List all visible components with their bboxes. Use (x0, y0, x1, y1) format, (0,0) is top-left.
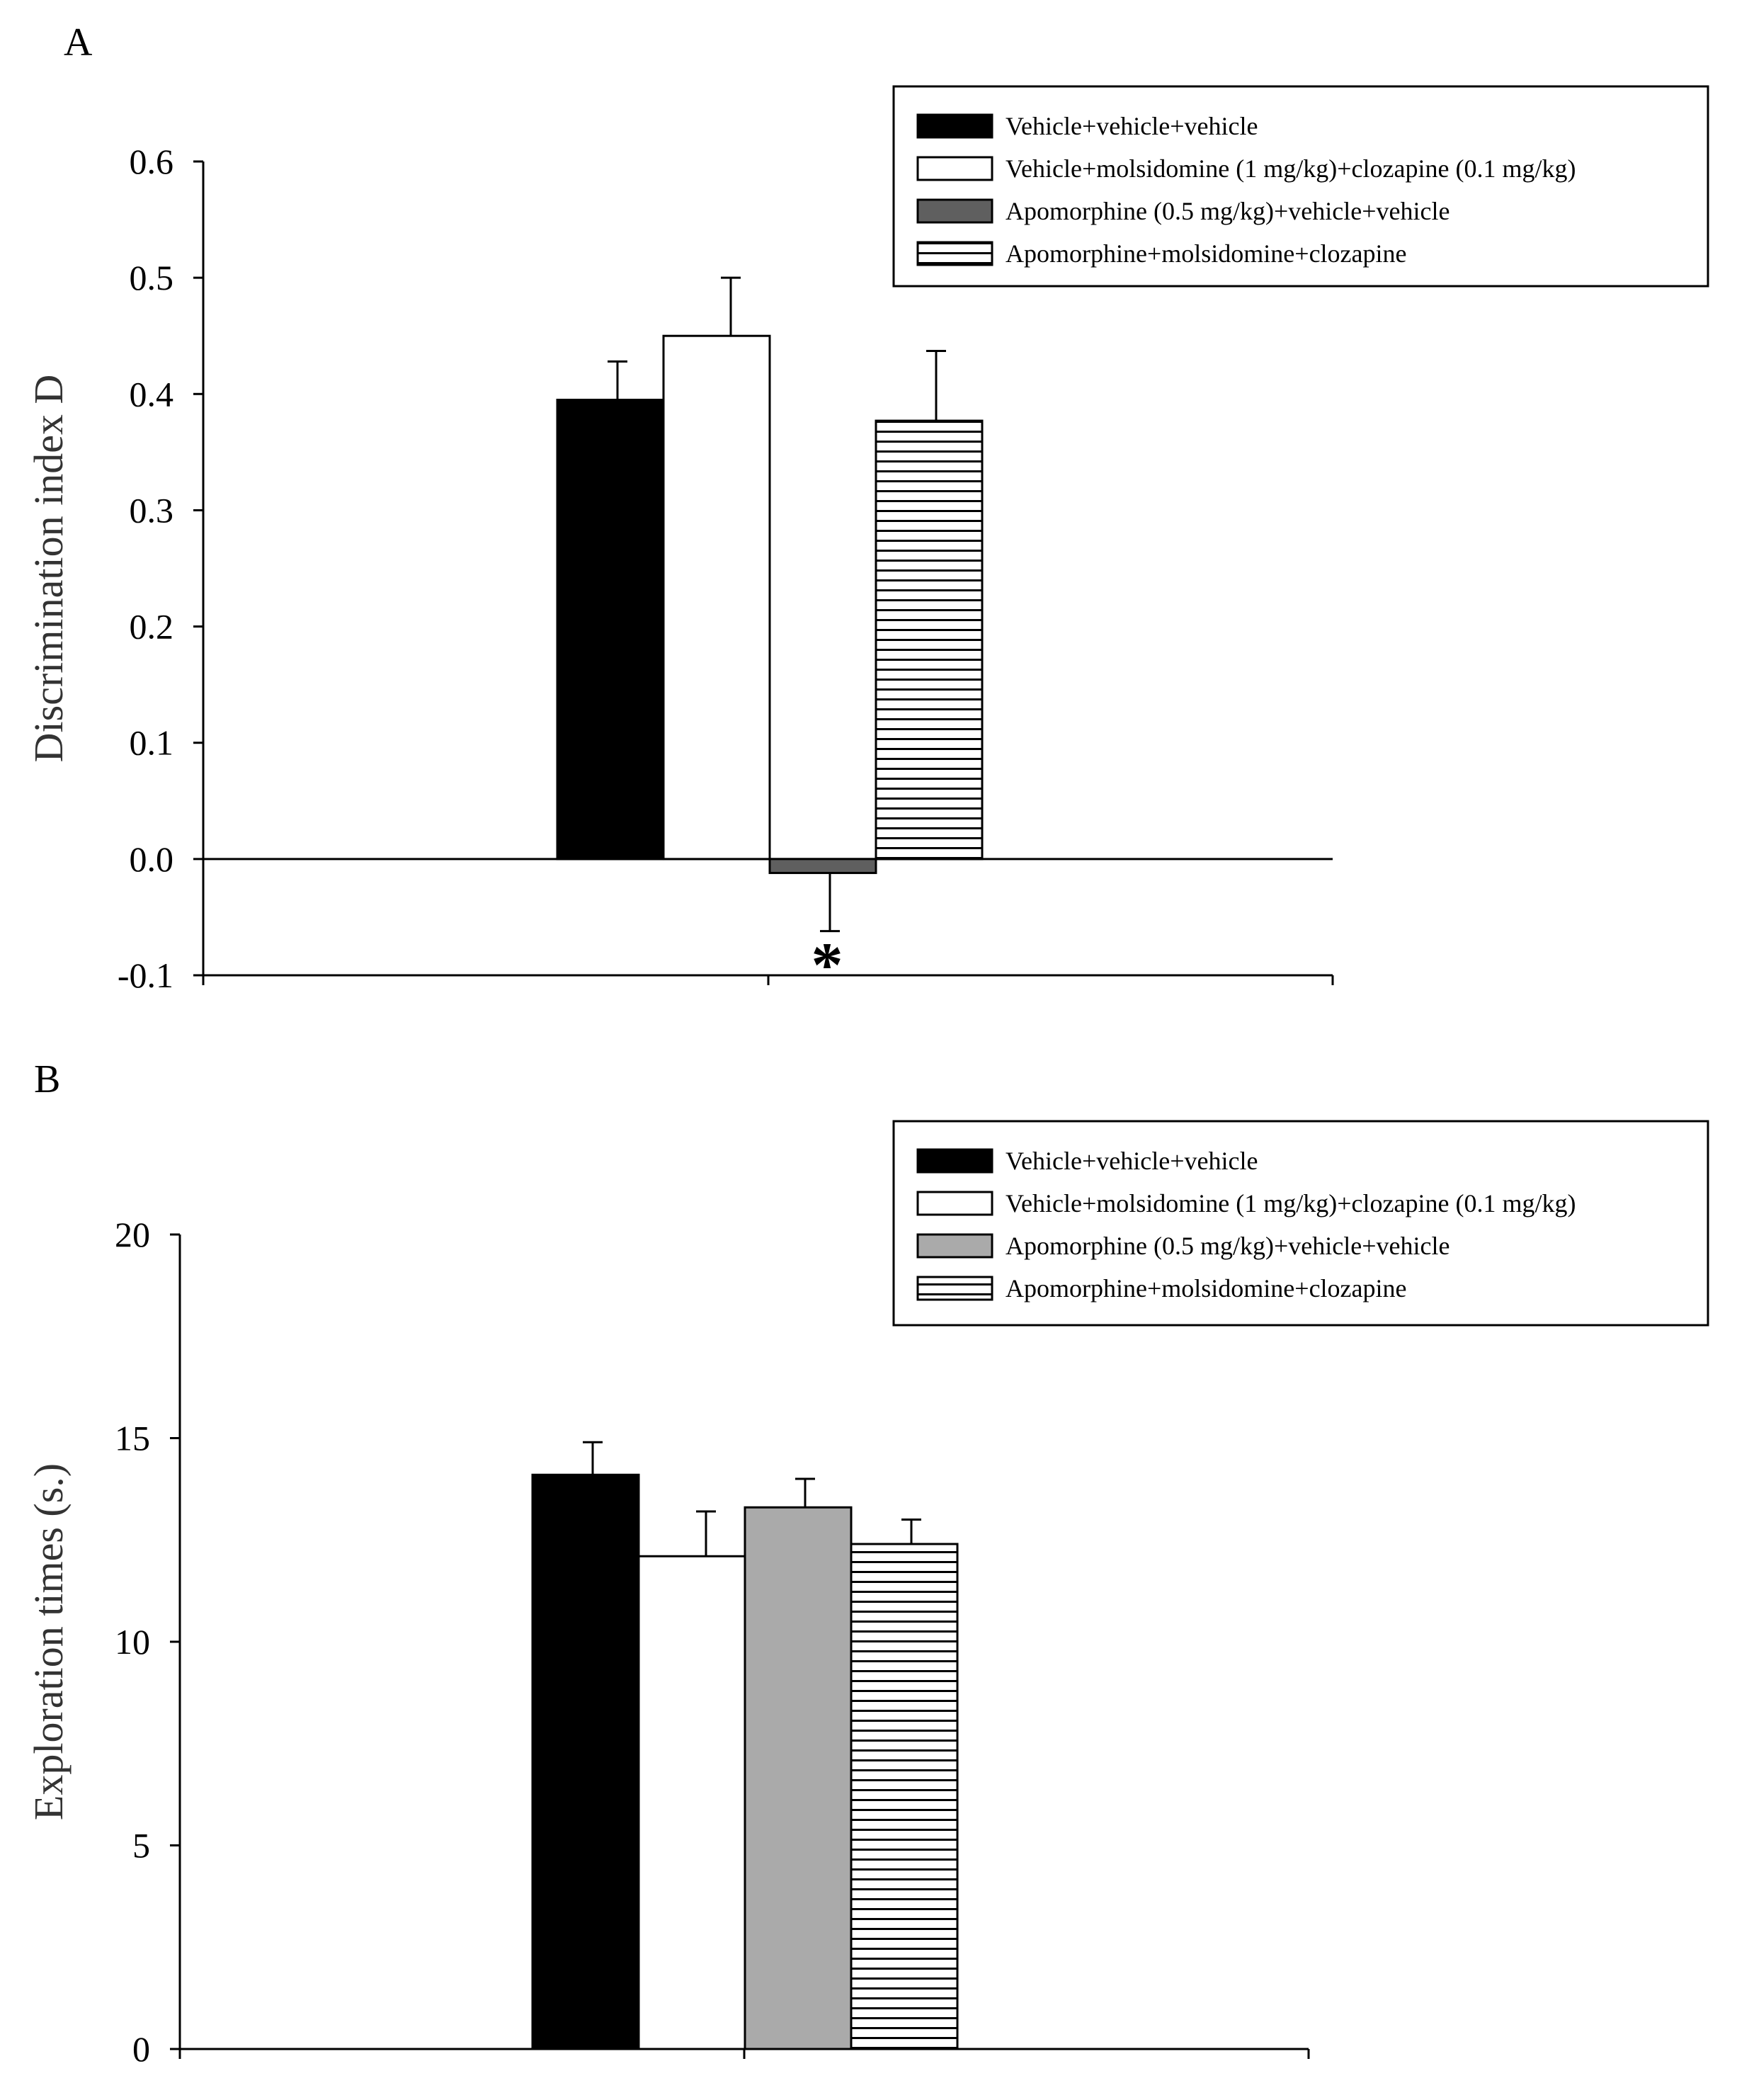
bar (531, 1473, 640, 2050)
legend-swatch (916, 1148, 993, 1174)
bar (637, 1555, 746, 2050)
panel-label: A (64, 21, 93, 64)
y-tick-label: 10 (115, 1622, 150, 1662)
bar (850, 1543, 959, 2050)
legend-label: Apomorphine (0.5 mg/kg)+vehicle+vehicle (1006, 1232, 1450, 1260)
y-axis-title: Exploration times (s.) (25, 1463, 72, 1820)
legend-swatch (916, 156, 993, 181)
legend-swatch (916, 1233, 993, 1259)
bar (556, 398, 665, 861)
y-tick-label: -0.1 (118, 955, 173, 995)
y-tick-label: 0.4 (130, 374, 174, 414)
y-tick-label: 15 (115, 1419, 150, 1458)
bar (875, 419, 984, 861)
legend-swatch (916, 1276, 993, 1301)
y-tick-label: 0.2 (130, 607, 174, 647)
legend-label: Apomorphine+molsidomine+clozapine (1006, 239, 1407, 268)
legend-label: Vehicle+molsidomine (1 mg/kg)+clozapine … (1006, 1189, 1576, 1218)
legend-label: Apomorphine+molsidomine+clozapine (1006, 1274, 1407, 1302)
y-tick-label: 5 (132, 1826, 150, 1866)
y-tick-label: 0.5 (130, 258, 174, 297)
legend-swatch (916, 241, 993, 266)
legend-label: Vehicle+vehicle+vehicle (1006, 112, 1258, 140)
legend-box (892, 1120, 1709, 1327)
y-tick-label: 0.0 (130, 839, 174, 879)
panel-label: B (34, 1057, 60, 1101)
significance-marker: * (811, 931, 843, 1001)
legend-swatch (916, 113, 993, 139)
legend-box (892, 85, 1709, 288)
y-axis-title: Discrimination index D (25, 375, 72, 763)
y-tick-label: 0.6 (130, 142, 174, 181)
bar (662, 334, 771, 861)
bar (768, 858, 877, 875)
panel-b-chart: B 20 15 10 5 0 Exploration times (s.) Vehicle+v… (25, 1057, 1709, 2069)
y-tick-label: 20 (115, 1215, 150, 1254)
y-tick-label: 0.1 (130, 723, 174, 763)
legend-swatch (916, 1191, 993, 1216)
legend-label: Vehicle+vehicle+vehicle (1006, 1147, 1258, 1175)
legend-swatch (916, 198, 993, 224)
panel-a-chart: A 0.6 0.5 0.4 0.3 0.2 0.1 0.0 -0.1 Discrimination… (25, 21, 1709, 1001)
y-tick-label: 0.3 (130, 490, 174, 530)
y-tick-label: 0 (132, 2029, 150, 2069)
legend-label: Vehicle+molsidomine (1 mg/kg)+clozapine … (1006, 154, 1576, 183)
legend-label: Apomorphine (0.5 mg/kg)+vehicle+vehicle (1006, 197, 1450, 225)
bar (744, 1506, 853, 2050)
